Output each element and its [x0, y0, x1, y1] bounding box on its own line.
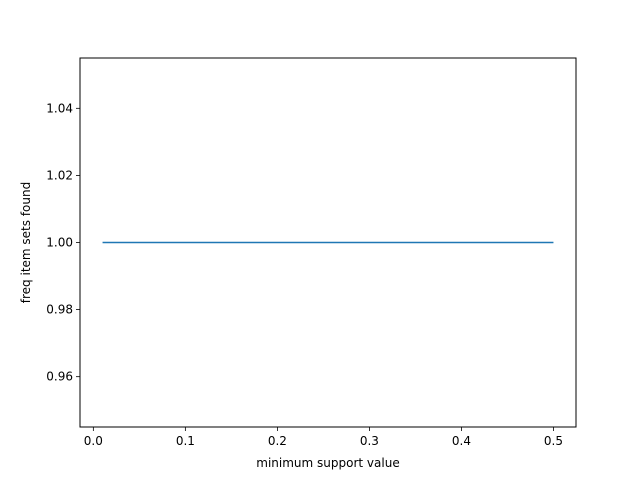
y-tick-label: 1.02 — [46, 168, 73, 182]
y-tick-label: 0.96 — [46, 370, 73, 384]
y-axis: 0.96 0.98 1.00 1.02 1.04 — [46, 101, 80, 384]
x-axis-label: minimum support value — [256, 456, 399, 470]
x-tick-label: 0.4 — [452, 434, 471, 448]
x-tick-label: 0.5 — [544, 434, 563, 448]
x-tick-label: 0.0 — [84, 434, 103, 448]
y-axis-label: freq item sets found — [19, 182, 33, 303]
y-tick-label: 1.04 — [46, 101, 73, 115]
y-tick-label: 0.98 — [46, 303, 73, 317]
x-tick-label: 0.3 — [360, 434, 379, 448]
y-tick-label: 1.00 — [46, 236, 73, 250]
x-axis: 0.0 0.1 0.2 0.3 0.4 0.5 — [84, 427, 563, 448]
x-tick-label: 0.2 — [268, 434, 287, 448]
x-tick-label: 0.1 — [176, 434, 195, 448]
